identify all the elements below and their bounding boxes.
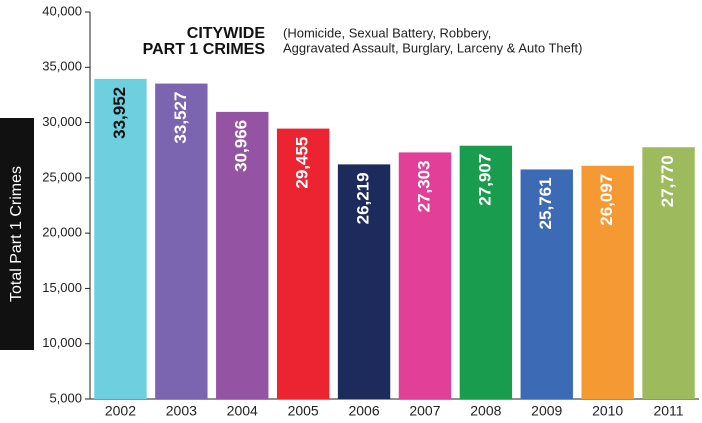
bar: [459, 145, 513, 399]
value-label: 25,761: [536, 177, 555, 229]
y-axis-label: Total Part 1 Crimes: [8, 166, 25, 302]
y-tick-label: 40,000: [42, 3, 82, 18]
bar: [642, 147, 695, 399]
chart-subtitle: Aggravated Assault, Burglary, Larceny & …: [283, 40, 582, 55]
value-label: 26,219: [354, 172, 373, 224]
bar: [337, 164, 391, 399]
x-tick-label: 2010: [592, 403, 623, 419]
x-tick-label: 2007: [409, 403, 440, 419]
chart-title: PART 1 CRIMES: [143, 41, 266, 58]
bar: [276, 128, 330, 399]
x-tick-label: 2008: [470, 403, 501, 419]
x-tick-label: 2002: [105, 403, 136, 419]
bar: [94, 78, 147, 399]
x-tick-label: 2003: [166, 403, 197, 419]
x-tick-label: 2004: [227, 403, 258, 419]
bar: [520, 169, 573, 399]
value-label: 33,952: [110, 87, 129, 139]
y-tick-label: 30,000: [42, 114, 82, 129]
bar: [581, 165, 634, 399]
y-tick-label: 15,000: [42, 280, 82, 295]
bar: [155, 83, 208, 400]
y-tick-label: 25,000: [42, 169, 82, 184]
y-tick-label: 20,000: [42, 225, 82, 240]
value-label: 29,455: [293, 137, 312, 189]
y-tick-label: 35,000: [42, 59, 82, 74]
value-label: 33,527: [171, 92, 190, 144]
x-tick-label: 2011: [653, 403, 683, 419]
value-label: 26,097: [597, 174, 616, 226]
y-tick-label: 5,000: [49, 390, 82, 405]
y-label-box: [0, 118, 34, 350]
y-tick-label: 10,000: [42, 335, 82, 350]
bar: [398, 152, 452, 399]
chart-title: CITYWIDE: [187, 25, 266, 42]
value-label: 30,966: [232, 120, 251, 172]
value-label: 27,303: [414, 160, 433, 212]
bar: [216, 111, 269, 399]
value-label: 27,770: [658, 155, 677, 207]
x-tick-label: 2005: [288, 403, 319, 419]
x-tick-label: 2006: [348, 403, 379, 419]
chart-subtitle: (Homicide, Sexual Battery, Robbery,: [283, 25, 491, 40]
x-tick-label: 2009: [531, 403, 562, 419]
value-label: 27,907: [475, 154, 494, 206]
